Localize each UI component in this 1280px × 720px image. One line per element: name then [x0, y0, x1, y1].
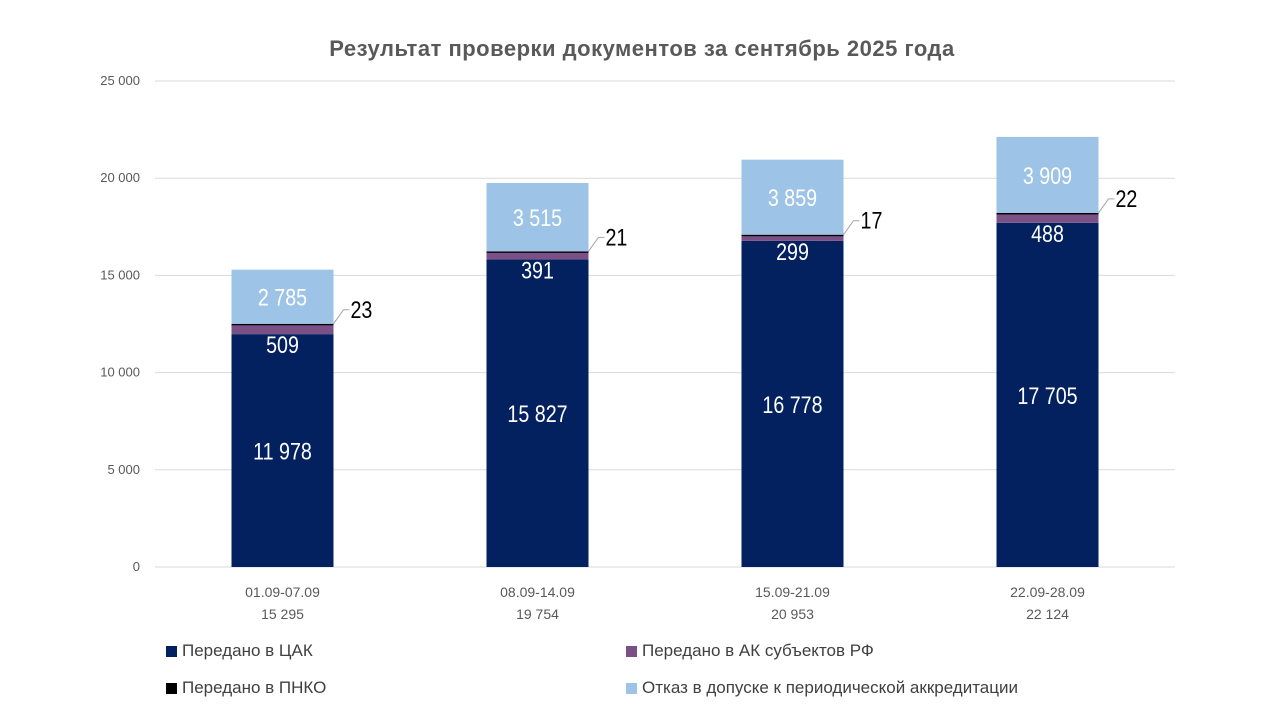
legend-swatch-icon [626, 682, 637, 694]
bar-segment [486, 251, 589, 253]
legend-item-refusal: Отказ в допуске к периодической аккредит… [626, 678, 1018, 698]
legend-label: Отказ в допуске к периодической аккредит… [642, 678, 1018, 697]
data-label: 15 827 [507, 400, 567, 427]
y-tick-label: 10 000 [100, 365, 140, 380]
bar-segment [996, 222, 1099, 567]
leader-line [333, 309, 350, 325]
data-label: 3 859 [768, 184, 817, 211]
y-tick-label: 25 000 [100, 73, 140, 88]
x-tick-total: 15 295 [261, 606, 304, 622]
bar-segment [741, 240, 844, 567]
bar-segment [996, 212, 1099, 215]
data-label: 21 [606, 223, 628, 250]
x-tick-label: 01.09-07.09 [245, 584, 320, 600]
x-tick-total: 19 754 [516, 606, 559, 622]
leader-line [843, 220, 860, 235]
bar-segment [231, 334, 334, 567]
legend-item-pnko: Передано в ПНКО [166, 678, 326, 698]
data-label: 509 [266, 331, 299, 358]
legend-label: Передано в ПНКО [182, 678, 327, 697]
bar-segment [996, 213, 1099, 223]
data-label: 11 978 [253, 438, 312, 465]
y-tick-label: 5 000 [107, 462, 140, 477]
data-label: 16 778 [762, 391, 822, 418]
data-label: 22 [1116, 185, 1138, 212]
bar-segment [486, 182, 589, 252]
y-tick-label: 0 [133, 559, 140, 574]
legend-swatch-icon [166, 645, 177, 657]
data-label: 3 909 [1023, 162, 1072, 189]
leader-line [588, 236, 605, 252]
bar-segment [486, 251, 589, 260]
bar-segment [231, 269, 334, 324]
x-tick-total: 20 953 [771, 606, 814, 622]
data-label: 2 785 [258, 284, 307, 311]
bar-segment [741, 234, 844, 237]
y-tick-label: 15 000 [100, 267, 140, 282]
data-label: 488 [1031, 220, 1064, 247]
chart-title: Результат проверки документов за сентябр… [329, 36, 955, 61]
bar-segment [996, 136, 1099, 213]
y-tick-label: 20 000 [100, 170, 140, 185]
data-label: 299 [776, 238, 809, 265]
legend-label: Передано в ЦАК [182, 641, 313, 660]
bar-segment [486, 259, 589, 567]
data-label: 17 705 [1017, 382, 1077, 409]
bar-segment [741, 235, 844, 241]
data-label: 17 [861, 207, 883, 234]
bar-segment [231, 324, 334, 335]
legend-label: Передано в АК субъектов РФ [642, 641, 874, 660]
data-label: 3 515 [513, 204, 562, 231]
legend-item-cak: Передано в ЦАК [166, 641, 313, 661]
x-tick-label: 15.09-21.09 [755, 584, 830, 600]
legend-swatch-icon [166, 682, 177, 694]
x-tick-total: 22 124 [1026, 606, 1069, 622]
x-tick-label: 08.09-14.09 [500, 584, 575, 600]
legend-item-ak: Передано в АК субъектов РФ [626, 641, 874, 661]
bar-segment [231, 323, 334, 326]
x-tick-label: 22.09-28.09 [1010, 584, 1085, 600]
leader-line [1098, 198, 1115, 214]
data-label: 23 [351, 296, 373, 323]
legend-swatch-icon [626, 645, 637, 657]
data-label: 391 [521, 256, 554, 283]
bar-segment [741, 159, 844, 235]
